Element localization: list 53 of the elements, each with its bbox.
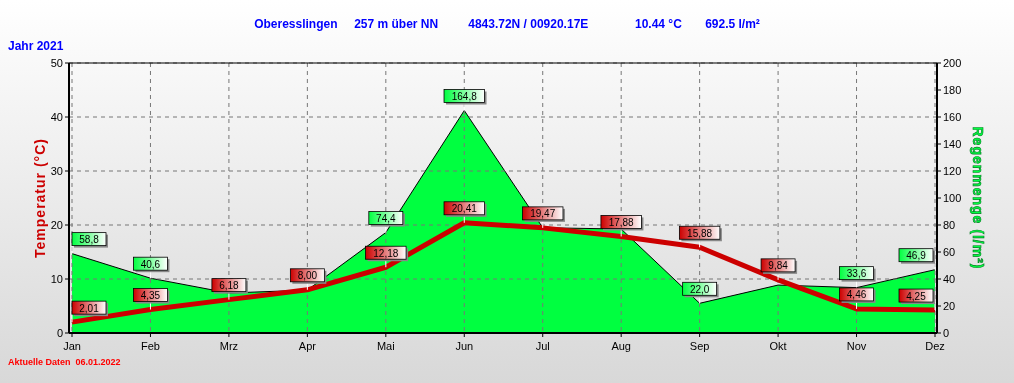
y2-axis-title: Regenmenge (l/m²) [970,126,986,270]
data-label: 12,18 [373,247,399,259]
y2-tick-label: 120 [943,165,962,177]
data-label: 4,25 [906,290,927,302]
data-label: 6,18 [219,280,240,292]
data-label: 4,46 [846,289,867,301]
data-label: 20,41 [451,203,478,215]
x-tick-label: Apr [298,340,317,352]
data-label: 46,9 [906,250,927,262]
y2-tick-label: 60 [943,246,956,258]
chart-subtitle: Jahr 2021 [8,39,64,53]
x-tick-label: Mrz [219,340,239,352]
data-label: 9,84 [768,260,789,272]
chart-title: Oberesslingen 257 m über NN 4843.72N / 00920.17E 10.44 °C 692.5 l/m² [254,17,760,31]
y2-tick-label: 80 [943,219,956,231]
y-tick-label: 30 [50,165,63,177]
x-tick-label: Jun [455,340,474,352]
y-axis-title: Temperatur (°C) [32,138,48,258]
x-tick-label: Mai [376,340,395,352]
y2-tick-label: 0 [943,327,950,339]
x-tick-label: Sep [689,340,710,352]
data-label: 15,88 [687,227,713,239]
y-tick-label: 50 [50,57,63,69]
y2-tick-label: 140 [943,138,962,150]
data-label: 22,0 [689,283,710,295]
text: Aktuelle Daten 06.01.2022 [8,357,121,367]
data-label: 4,35 [140,290,161,302]
data-label: 8,00 [297,270,318,282]
data-label: 40,6 [140,258,161,270]
y2-tick-label: 40 [943,273,956,285]
y-tick-label: 40 [50,111,63,123]
data-label: 33,6 [846,268,867,280]
y2-tick-label: 20 [943,300,956,312]
y2-tick-label: 180 [943,84,962,96]
x-tick-label: Aug [611,340,631,352]
y-tick-label: 10 [50,273,63,285]
x-tick-label: Feb [140,340,160,352]
x-tick-label: Nov [846,340,867,352]
x-tick-label: Dez [925,340,945,352]
x-tick-label: Jul [535,340,550,352]
data-label: 58,8 [79,234,100,246]
y-tick-label: 20 [50,219,63,231]
y-tick-label: 0 [56,327,63,339]
y2-tick-label: 100 [943,192,962,204]
x-tick-label: Okt [769,340,787,352]
y2-tick-label: 160 [943,111,962,123]
data-label: 74,4 [376,213,396,225]
data-label: 17,88 [608,216,635,228]
data-label: 164,8 [451,91,478,103]
x-tick-label: Jan [63,340,81,352]
y2-tick-label: 200 [943,57,962,69]
data-label: 2,01 [79,302,100,314]
data-label: 19,47 [530,208,556,220]
